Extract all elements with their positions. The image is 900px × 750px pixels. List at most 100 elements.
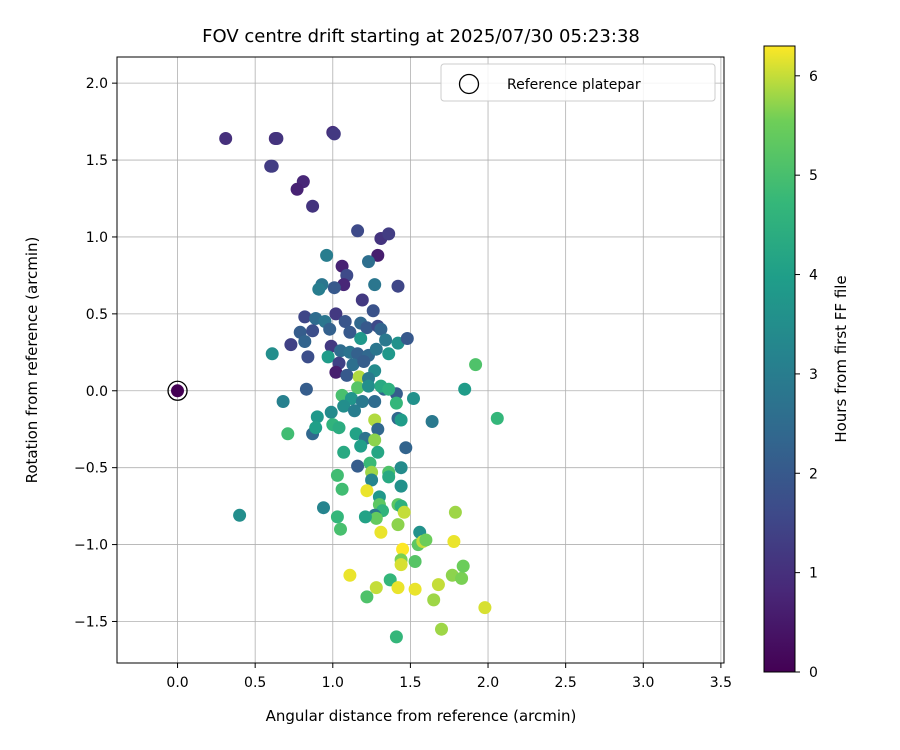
y-tick-label: 1.0 [86,230,108,246]
data-point [346,358,360,372]
x-tick-label: 2.0 [477,675,499,691]
y-tick-label: −1.5 [74,614,108,630]
data-point [447,535,461,548]
data-point [330,510,344,524]
data-point [396,542,410,556]
data-point [309,421,323,435]
data-point [394,413,408,427]
data-point [408,555,422,568]
data-point [407,392,420,405]
data-point [374,322,388,336]
data-point [290,182,304,196]
data-point [371,248,385,262]
data-point [366,304,380,318]
data-point [355,395,369,408]
x-axis-ticks: 0.0 0.5 1.0 1.5 2.0 2.5 3.0 3.5 [166,663,732,691]
data-point [360,321,374,335]
plot-background [117,57,724,663]
data-point [298,310,312,324]
data-point [365,473,379,487]
data-point [368,395,382,408]
legend-marker-icon [458,73,480,95]
data-point [394,479,408,493]
data-point [337,445,351,459]
colorbar-tick-label: 0 [809,665,818,681]
x-tick-label: 1.0 [322,675,344,691]
data-point [337,399,351,413]
y-tick-label: 0.5 [86,307,108,323]
data-point [391,581,405,595]
data-point [360,590,374,604]
data-point [374,525,388,539]
data-point [371,445,385,459]
data-point [369,581,383,595]
data-point [358,510,372,524]
data-point [425,415,439,428]
data-point [408,582,422,596]
data-point [335,482,349,496]
data-points [171,125,504,644]
data-point [323,322,337,336]
data-point [391,279,405,293]
colorbar-tick-label: 3 [809,367,818,383]
data-point [219,132,233,145]
data-point [469,358,483,372]
data-point [448,505,462,519]
data-point [362,255,375,269]
data-point [419,533,433,547]
data-point [382,347,396,361]
x-tick-label: 1.5 [399,675,421,691]
x-tick-label: 0.0 [166,675,188,691]
data-point [368,433,382,447]
data-point [334,522,347,536]
data-point [276,395,290,408]
grid-lines [117,57,724,663]
data-point [348,404,361,418]
data-point [351,459,365,473]
colorbar-ticks: 0 1 2 3 4 5 6 [795,69,818,681]
y-tick-label: −0.5 [74,461,108,477]
chart-title: FOV centre drift starting at 2025/07/30 … [202,26,640,47]
data-point [265,347,279,361]
data-point [455,571,469,585]
data-point [270,132,284,145]
data-point [330,468,344,482]
reference-platepar-marker [167,380,188,401]
data-point [324,405,338,419]
colorbar-tick-label: 6 [809,69,818,85]
data-point [351,224,365,238]
data-point [456,559,470,573]
data-point [281,427,295,441]
data-point [394,461,408,475]
y-tick-label: −1.0 [74,538,108,554]
data-point [233,508,247,522]
legend-label: Reference platepar [507,77,641,93]
colorbar-tick-label: 1 [809,566,818,582]
colorbar-tick-label: 2 [809,466,818,482]
data-point [329,365,343,379]
data-point [431,578,445,592]
y-tick-label: 1.5 [86,153,108,169]
x-tick-label: 0.5 [244,675,266,691]
data-point [427,593,441,607]
data-point [400,332,414,345]
y-tick-label: 2.0 [86,76,108,92]
x-tick-label: 2.5 [555,675,577,691]
data-point [382,382,396,396]
data-point [327,281,341,295]
data-point [354,439,368,453]
data-point [340,368,354,382]
data-point [458,382,472,396]
data-point [338,315,352,328]
data-point [329,307,343,321]
data-point [298,335,312,348]
data-point [321,350,335,364]
colorbar-tick-label: 4 [809,268,818,284]
data-point [360,484,374,498]
y-axis-title: Rotation from reference (arcmin) [23,237,41,484]
data-point [327,127,341,141]
data-point [265,159,279,173]
x-axis-title: Angular distance from reference (arcmin) [266,707,577,725]
y-axis-ticks: −1.5 −1.0 −0.5 0.0 0.5 1.0 1.5 2.0 [74,76,117,630]
colorbar-gradient [763,45,796,673]
